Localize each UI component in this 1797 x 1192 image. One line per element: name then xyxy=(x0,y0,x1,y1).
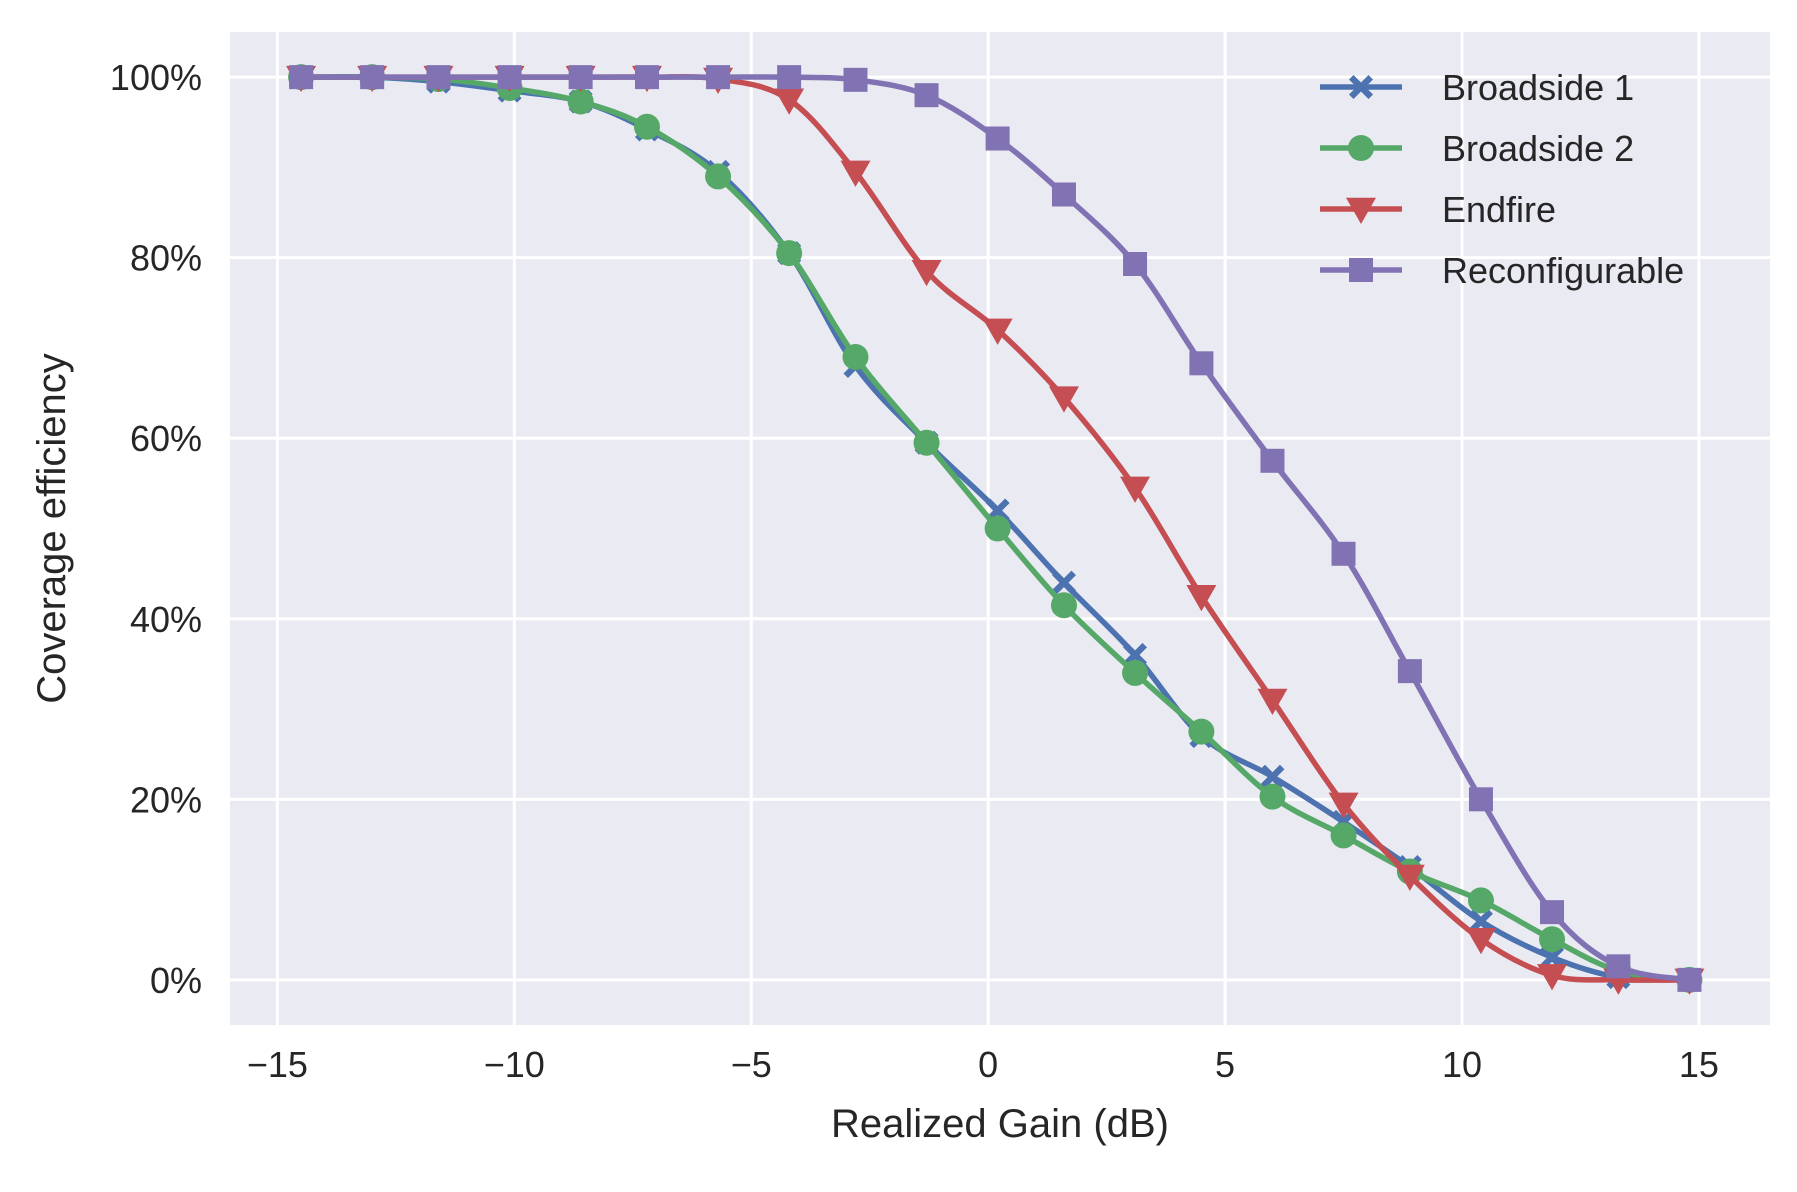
data-point xyxy=(1540,945,1565,970)
data-point xyxy=(1397,659,1422,684)
x-tick-label: 0 xyxy=(978,1044,998,1085)
legend-label: Broadside 1 xyxy=(1442,67,1634,108)
data-point xyxy=(774,88,805,115)
legend-item: Endfire xyxy=(1320,189,1556,230)
data-point xyxy=(1467,887,1494,914)
data-point xyxy=(984,515,1011,542)
data-point xyxy=(1189,351,1214,376)
x-tick-label: 15 xyxy=(1679,1044,1719,1085)
legend-item: Broadside 1 xyxy=(1320,67,1634,108)
legend-label: Endfire xyxy=(1442,189,1556,230)
data-point xyxy=(1606,954,1631,979)
y-tick-label: 20% xyxy=(130,779,202,820)
data-point xyxy=(1468,909,1493,934)
data-point xyxy=(705,163,732,190)
legend-label: Broadside 2 xyxy=(1442,128,1634,169)
x-tick-label: −10 xyxy=(484,1044,545,1085)
data-point xyxy=(982,318,1013,345)
legend-label: Reconfigurable xyxy=(1442,250,1684,291)
data-point xyxy=(1259,783,1286,810)
data-point xyxy=(840,160,871,187)
data-point xyxy=(914,83,939,108)
series-reconfigurable xyxy=(289,65,1702,992)
data-point xyxy=(1186,584,1217,612)
legend: Broadside 1 Broadside 2 Endfire Reconfigura… xyxy=(1320,67,1684,291)
data-point xyxy=(1677,967,1702,992)
data-point xyxy=(633,113,660,140)
axis-ticks: −15 −10 −5 0 5 10 15 0% 20% 40% 60% 80% 100% xyxy=(110,57,1719,1085)
data-point xyxy=(913,429,940,456)
data-point xyxy=(1050,592,1077,619)
series-group xyxy=(286,64,1705,995)
data-point xyxy=(1465,927,1496,955)
data-point xyxy=(1048,386,1079,413)
y-tick-label: 40% xyxy=(130,599,202,640)
data-point xyxy=(289,65,314,90)
y-tick-label: 60% xyxy=(130,418,202,459)
x-tick-label: −5 xyxy=(731,1044,772,1085)
data-point xyxy=(1540,900,1565,925)
data-point xyxy=(1328,792,1359,819)
legend-item: Broadside 2 xyxy=(1320,128,1634,169)
x-axis-title: Realized Gain (dB) xyxy=(831,1102,1169,1146)
data-point xyxy=(1257,688,1288,716)
data-point xyxy=(568,65,593,90)
data-point xyxy=(842,343,869,370)
data-point xyxy=(1051,570,1076,595)
y-tick-label: 100% xyxy=(110,57,202,98)
series-line xyxy=(298,74,1693,983)
data-point xyxy=(1537,964,1568,991)
grid xyxy=(230,32,1770,1025)
x-tick-label: 5 xyxy=(1215,1044,1235,1085)
data-point xyxy=(1122,659,1149,686)
data-point xyxy=(985,498,1010,523)
data-point xyxy=(360,65,385,90)
legend-item: Reconfigurable xyxy=(1320,250,1684,291)
data-point xyxy=(497,65,522,90)
x-tick-label: −15 xyxy=(247,1044,308,1085)
y-axis-title: Coverage efficiency xyxy=(30,353,74,704)
legend-marker xyxy=(1349,75,1373,99)
y-tick-label: 80% xyxy=(130,238,202,279)
data-point xyxy=(911,259,942,287)
legend-marker xyxy=(1348,135,1374,161)
data-point xyxy=(1539,926,1566,953)
data-point xyxy=(1120,476,1151,503)
data-point xyxy=(777,65,802,90)
legend-marker xyxy=(1346,197,1376,224)
data-point xyxy=(985,126,1010,151)
data-point xyxy=(634,65,659,90)
x-tick-label: 10 xyxy=(1442,1044,1482,1085)
legend-marker xyxy=(1349,258,1373,282)
data-point xyxy=(1260,448,1285,473)
data-point xyxy=(1051,182,1076,207)
data-point xyxy=(1260,764,1285,789)
data-point xyxy=(843,67,868,92)
data-point xyxy=(706,65,731,90)
data-point xyxy=(1123,252,1148,277)
data-point xyxy=(426,65,451,90)
data-point xyxy=(567,88,594,115)
y-tick-label: 0% xyxy=(150,960,202,1001)
data-point xyxy=(1123,642,1148,667)
data-point xyxy=(1468,787,1493,812)
data-point xyxy=(776,240,803,267)
data-point xyxy=(1394,864,1425,892)
data-point xyxy=(1330,822,1357,849)
data-point xyxy=(1331,541,1356,566)
data-point xyxy=(1188,718,1215,745)
